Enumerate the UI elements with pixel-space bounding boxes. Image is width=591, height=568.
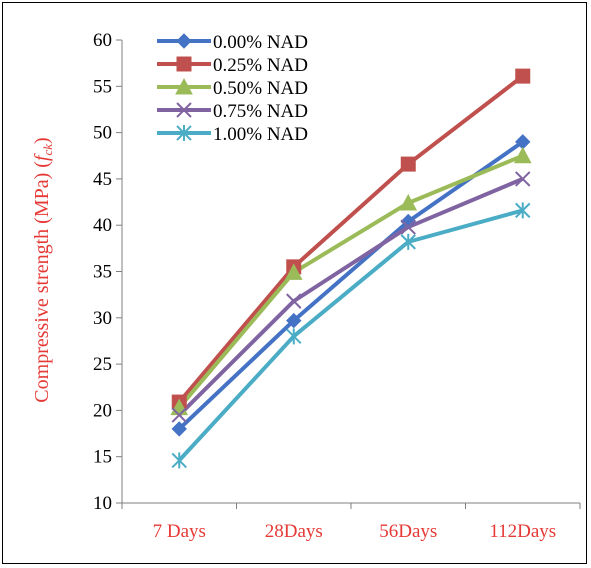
y-tick-label: 10 xyxy=(93,493,112,514)
data-point xyxy=(286,293,302,309)
y-tick-label: 15 xyxy=(93,447,112,468)
data-point xyxy=(284,263,303,280)
series-line xyxy=(177,74,524,404)
data-point xyxy=(286,312,302,329)
y-tick-label: 50 xyxy=(93,123,112,144)
data-point xyxy=(400,156,416,172)
data-point xyxy=(400,219,416,235)
data-point xyxy=(171,421,187,437)
data-point xyxy=(513,146,532,164)
series-line xyxy=(177,208,524,462)
y-tick-label: 25 xyxy=(93,354,112,375)
data-point xyxy=(171,407,187,423)
legend-label: 0.00% NAD xyxy=(213,32,308,53)
series-line xyxy=(177,140,524,431)
y-tick-label: 35 xyxy=(93,262,112,283)
x-tick-label: 7 Days xyxy=(153,521,206,542)
y-tick-label: 30 xyxy=(93,308,112,329)
y-tick-label: 45 xyxy=(93,169,112,190)
series-line xyxy=(177,153,524,409)
series-line xyxy=(177,177,524,417)
x-tick-label: 28Days xyxy=(265,521,323,542)
legend-label: 0.50% NAD xyxy=(213,78,308,99)
tick-labels: 10 15 20 25 30 35 40 45 50 55 60 7 Days 28Days 56Days… xyxy=(93,30,556,542)
legend-label: 1.00% NAD xyxy=(213,124,308,145)
y-tick-label: 60 xyxy=(93,30,112,51)
data-point xyxy=(399,193,418,211)
legend-marker xyxy=(175,77,193,95)
y-tick-label: 55 xyxy=(93,76,112,97)
legend-marker xyxy=(176,125,192,141)
legend-marker xyxy=(176,102,192,118)
legend-marker xyxy=(176,33,192,49)
axes xyxy=(116,39,581,509)
data-point xyxy=(400,233,416,250)
x-tick-label: 56Days xyxy=(379,521,437,542)
legend-label: 0.25% NAD xyxy=(213,55,308,76)
y-axis-label: Compressive strength (MPa) (fck) xyxy=(31,137,55,402)
legend-label: 0.75% NAD xyxy=(213,101,308,122)
legend-marker xyxy=(176,56,192,72)
data-point xyxy=(286,328,302,345)
data-point xyxy=(171,452,187,469)
series-markers xyxy=(170,68,532,469)
data-point xyxy=(400,213,416,230)
y-tick-label: 20 xyxy=(93,400,112,421)
chart-frame xyxy=(2,2,587,564)
data-point xyxy=(515,202,531,219)
x-tick-label: 112Days xyxy=(489,521,556,542)
series-lines xyxy=(177,74,524,462)
data-point xyxy=(515,68,531,84)
y-tick-label: 40 xyxy=(93,215,112,236)
data-point xyxy=(515,171,531,187)
